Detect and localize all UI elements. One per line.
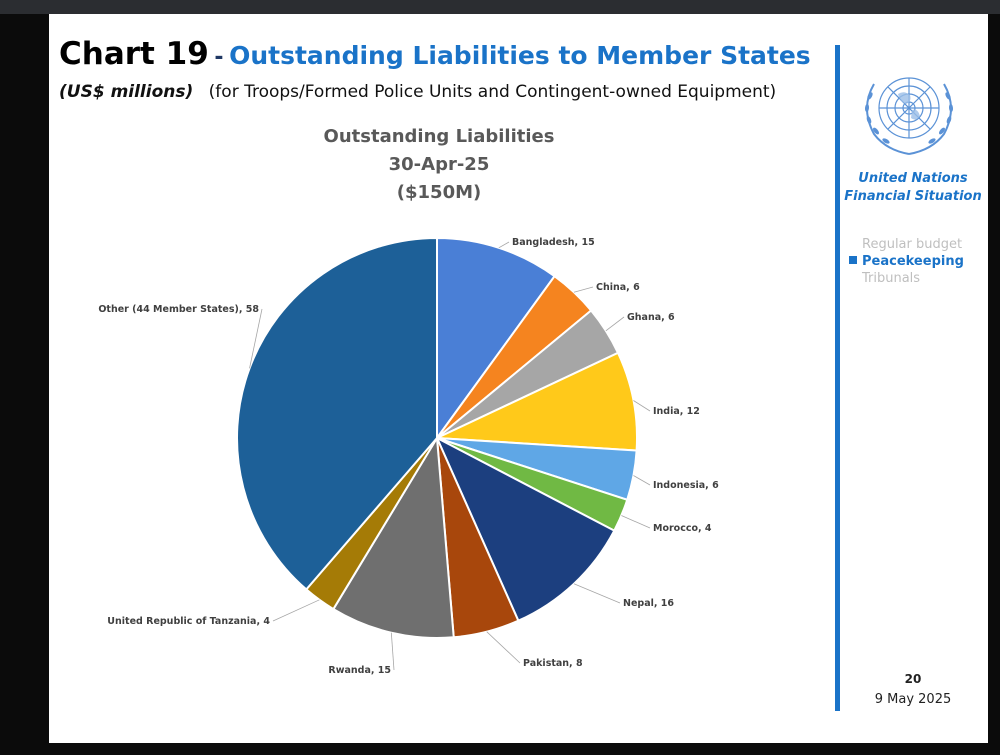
pie-slice-nepal [434,435,616,623]
chart-title-line-3: ($150M) [396,182,482,203]
slide: Chart 19 - Outstanding Liabilities to Me… [49,14,988,743]
leader-line-united-republic-of-tanzania [272,599,320,622]
leader-line-indonesia [633,475,651,486]
data-label-india: India, 12 [653,406,700,417]
leader-line-rwanda [390,632,395,671]
page-number: 20 [904,672,922,686]
data-label-indonesia: Indonesia, 6 [653,480,719,491]
pie-slice-rwanda [332,434,455,639]
leader-line-pakistan [486,631,521,664]
pie-chart: Bangladesh, 15 China, 6 Ghana, 6 India, 12 I… [98,236,719,676]
data-label-pakistan: Pakistan, 8 [523,658,583,669]
un-emblem-icon [864,77,954,155]
pie-slice-india [436,351,638,452]
data-label-rwanda: Rwanda, 15 [328,665,391,676]
pie-slice-other-44-member-states [236,236,438,591]
org-line-2: Financial Situation [844,189,982,204]
chart-heading: Outstanding Liabilities to Member States [229,41,811,70]
organization-name: United Nations Financial Situation [839,170,987,206]
leader-line-india [633,400,651,412]
data-label-united-republic-of-tanzania: United Republic of Tanzania, 4 [107,616,270,627]
data-label-nepal: Nepal, 16 [623,598,674,609]
data-label-china: China, 6 [596,282,640,293]
data-label-other-44-member-states: Other (44 Member States), 58 [98,304,259,315]
leader-line-bangladesh [498,241,510,249]
title-separator: - [214,45,224,70]
leader-line-nepal [573,583,621,604]
leader-line-china [573,286,594,293]
active-bullet-icon [849,256,857,264]
org-line-1: United Nations [858,171,968,186]
menu-item-peacekeeping[interactable]: Peacekeeping [849,253,964,270]
browser-top-bar [0,0,1000,14]
section-menu: Regular budget Peacekeeping Tribunals [849,236,964,287]
leader-line-ghana [605,316,625,332]
menu-item-tribunals[interactable]: Tribunals [862,271,921,286]
chart-title-line-2: 30-Apr-25 [388,154,490,175]
leader-line-morocco [621,515,651,529]
data-label-ghana: Ghana, 6 [627,312,675,323]
menu-item-peacekeeping-label: Peacekeeping [862,254,964,269]
unit-label: (US$ millions) [59,82,194,102]
pie-slice-bangladesh [436,236,556,442]
data-label-morocco: Morocco, 4 [653,523,712,534]
page-date: 9 May 2025 [874,692,952,707]
subtitle-text: (for Troops/Formed Police Units and Cont… [208,82,777,102]
sidebar-divider [835,45,840,711]
menu-item-regular-budget[interactable]: Regular budget [862,237,963,252]
chart-number: Chart 19 [59,36,209,72]
slide-subtitle: (US$ millions) (for Troops/Formed Police… [59,82,776,102]
slide-title: Chart 19 - Outstanding Liabilities to Me… [59,36,811,72]
leader-line-other-44-member-states [249,308,263,369]
data-label-bangladesh: Bangladesh, 15 [512,237,595,248]
chart-title-line-1: Outstanding Liabilities [323,126,555,147]
